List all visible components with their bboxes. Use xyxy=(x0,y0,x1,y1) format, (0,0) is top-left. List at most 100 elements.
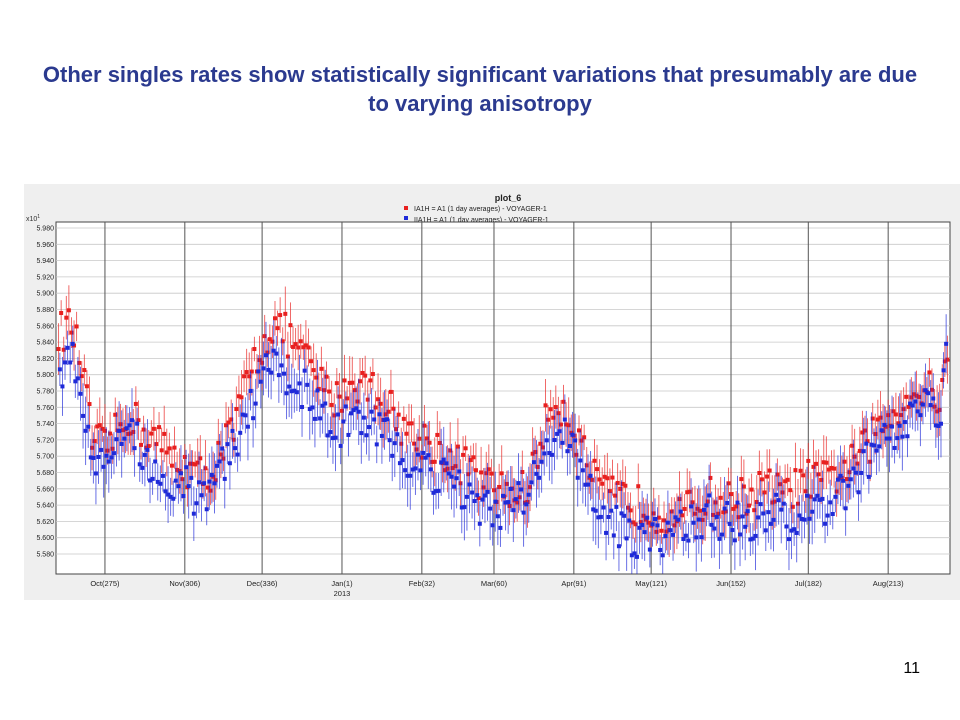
data-point xyxy=(439,460,444,465)
data-point xyxy=(271,348,276,353)
data-point xyxy=(556,411,561,416)
data-point xyxy=(627,518,632,523)
data-point xyxy=(774,492,779,497)
data-point xyxy=(832,466,837,471)
x-tick-label: Mar(60) xyxy=(481,579,508,588)
data-point xyxy=(397,461,402,466)
data-point xyxy=(767,468,772,473)
data-point xyxy=(772,499,777,504)
data-point xyxy=(471,455,476,460)
data-point xyxy=(417,436,422,441)
data-point xyxy=(108,431,113,436)
data-point xyxy=(314,375,319,380)
data-point xyxy=(484,471,489,476)
data-point xyxy=(405,473,410,478)
data-point xyxy=(90,445,95,450)
data-point xyxy=(716,511,721,516)
data-point xyxy=(459,505,464,510)
data-point xyxy=(472,499,477,504)
data-point xyxy=(124,426,129,431)
data-point xyxy=(209,472,214,477)
data-point xyxy=(945,357,950,362)
data-point xyxy=(940,377,945,382)
data-point xyxy=(392,441,397,446)
data-point xyxy=(382,417,387,422)
data-point xyxy=(367,425,372,430)
data-point xyxy=(567,443,572,448)
data-point xyxy=(570,432,575,437)
data-point xyxy=(60,384,65,389)
data-point xyxy=(217,459,222,464)
data-point xyxy=(544,438,549,443)
data-point xyxy=(312,416,317,421)
data-point xyxy=(524,502,529,507)
data-point xyxy=(257,357,262,362)
data-point xyxy=(586,482,591,487)
data-point xyxy=(404,431,409,436)
data-point xyxy=(354,406,359,411)
data-point xyxy=(338,443,343,448)
data-point xyxy=(864,441,869,446)
data-point xyxy=(762,490,767,495)
data-point xyxy=(363,373,368,378)
data-point xyxy=(896,421,901,426)
data-point xyxy=(283,311,288,316)
data-point xyxy=(662,518,667,523)
data-point xyxy=(318,416,323,421)
data-point xyxy=(330,436,335,441)
data-point xyxy=(305,382,310,387)
data-point xyxy=(383,412,388,417)
data-point xyxy=(225,442,230,447)
data-point xyxy=(860,430,865,435)
data-point xyxy=(493,499,498,504)
data-point xyxy=(196,480,201,485)
data-point xyxy=(931,396,936,401)
data-point xyxy=(361,415,366,420)
data-point xyxy=(486,467,491,472)
data-point xyxy=(829,465,834,470)
data-point xyxy=(262,334,267,339)
data-point xyxy=(798,468,803,473)
data-point xyxy=(106,459,111,464)
data-point xyxy=(319,366,324,371)
data-point xyxy=(824,460,829,465)
data-point xyxy=(770,500,775,505)
data-point xyxy=(598,514,603,519)
data-point xyxy=(221,456,226,461)
data-point xyxy=(808,494,813,499)
data-point xyxy=(789,528,794,533)
data-point xyxy=(104,453,109,458)
data-point xyxy=(689,504,694,509)
data-point xyxy=(385,417,390,422)
data-point xyxy=(374,442,379,447)
data-point xyxy=(153,459,158,464)
legend-swatch-red xyxy=(404,206,408,210)
data-point xyxy=(187,461,192,466)
data-point xyxy=(482,493,487,498)
data-point xyxy=(507,503,512,508)
data-point xyxy=(184,465,189,470)
data-point xyxy=(485,489,490,494)
data-point xyxy=(160,473,165,478)
data-point xyxy=(901,407,906,412)
data-point xyxy=(229,417,234,422)
data-point xyxy=(641,513,646,518)
data-point xyxy=(276,373,281,378)
data-point xyxy=(324,374,329,379)
data-point xyxy=(266,367,271,372)
data-point xyxy=(735,500,740,505)
data-point xyxy=(775,472,780,477)
data-point xyxy=(275,326,280,331)
data-point xyxy=(406,421,411,426)
data-point xyxy=(435,432,440,437)
y-tick-label: 5.720 xyxy=(36,437,54,444)
data-point xyxy=(245,424,250,429)
data-point xyxy=(92,439,97,444)
data-point xyxy=(99,447,104,452)
data-point xyxy=(537,475,542,480)
data-point xyxy=(386,409,391,414)
data-point xyxy=(190,461,195,466)
data-point xyxy=(294,390,299,395)
data-point xyxy=(904,394,909,399)
chart-panel: plot_6 IA1H = A1 (1 day averages) - VOYA… xyxy=(24,184,960,600)
